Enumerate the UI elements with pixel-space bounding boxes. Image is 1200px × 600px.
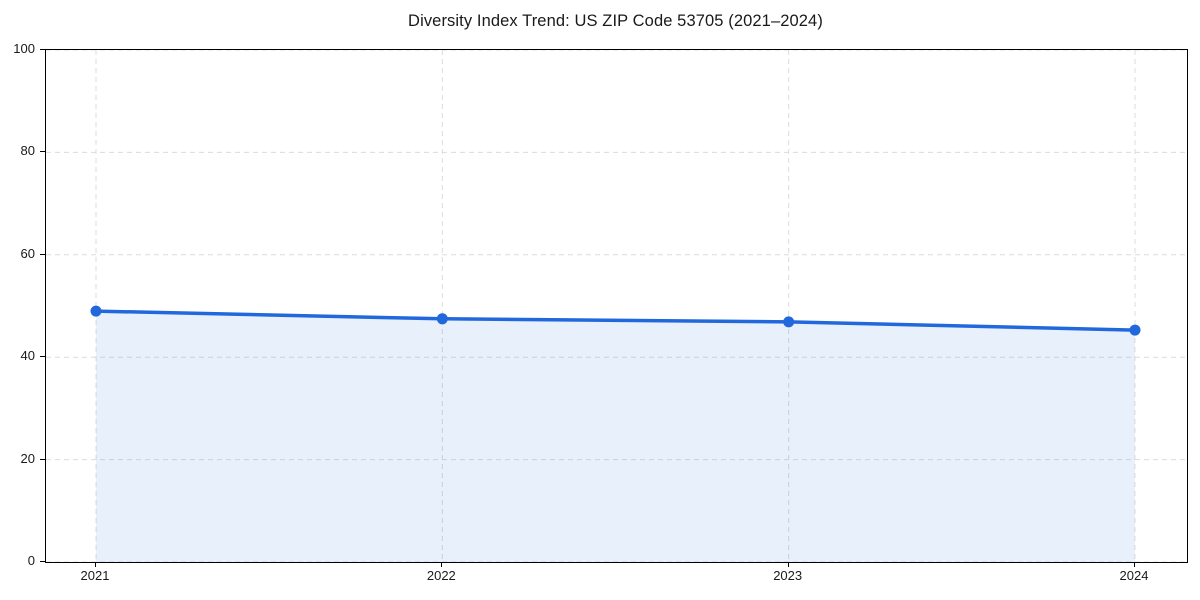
data-point-marker [1129,324,1141,336]
y-axis-tick-mark [40,151,45,153]
x-axis-tick-mark [95,562,96,567]
plot-svg [46,50,1187,562]
x-axis-tick-label: 2022 [426,568,456,583]
data-point-marker [90,305,102,317]
data-point-marker [783,316,795,328]
y-axis-tick-mark [40,253,45,255]
data-point-marker [436,313,448,325]
y-axis-tick-mark [40,49,45,50]
y-axis-tick-mark [40,356,45,358]
x-axis-tick-label: 2023 [773,568,803,583]
y-axis-tick-mark [40,458,45,460]
y-axis-tick-mark [40,561,45,562]
x-axis-tick-mark [441,562,443,567]
plot-area [45,49,1188,563]
y-axis-tick-label: 20 [20,450,35,466]
chart-title: Diversity Index Trend: US ZIP Code 53705… [408,12,823,30]
y-axis-tick-label: 100 [13,41,35,56]
x-axis-tick-mark [1134,562,1135,567]
x-axis-tick-label: 2024 [1119,568,1149,583]
area-fill [96,311,1135,562]
y-axis-tick-label: 40 [20,348,35,364]
y-axis-tick-label: 80 [20,143,35,159]
trend-line [94,309,1137,332]
x-axis-tick-mark [787,562,789,567]
y-axis-tick-label: 0 [27,553,35,568]
y-axis-tick-label: 60 [20,245,35,261]
x-axis-tick-label: 2021 [80,568,110,583]
